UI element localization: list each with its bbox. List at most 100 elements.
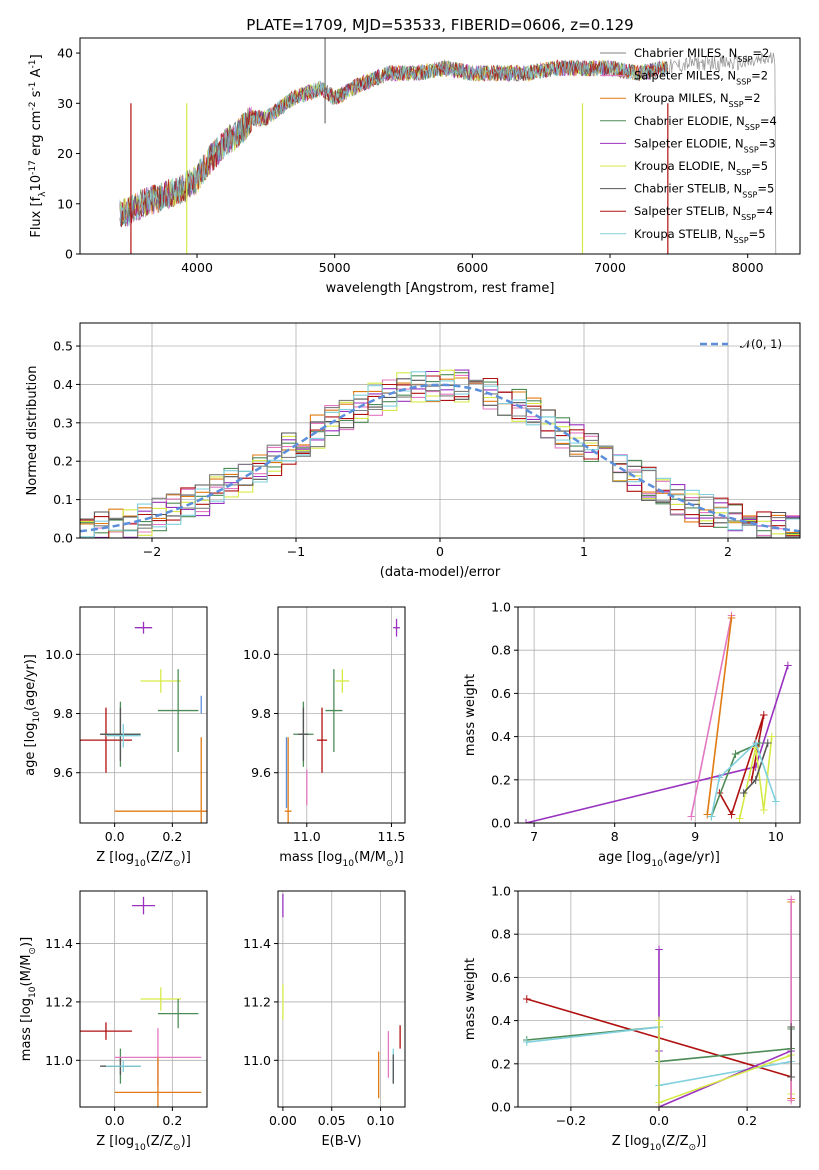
weight-marker: + [767,730,777,744]
x-tick-label: 0.10 [367,1113,395,1128]
weight-marker: + [706,810,716,824]
legend-label: Salpeter STELIB, NSSP=4 [634,204,773,222]
legend-label: 𝒩(0, 1) [740,337,782,351]
series-line [119,59,668,227]
plot-area [80,369,800,538]
legend-label: Chabrier MILES, NSSP=2 [634,46,769,64]
weight-marker: + [759,708,769,722]
y-axis-label: mass weight [463,674,478,756]
y-tick-label: 11.4 [45,936,73,951]
weight-marker: + [726,611,736,625]
legend-label: Chabrier STELIB, NSSP=5 [634,182,774,200]
weight-marker: + [739,786,749,800]
y-tick-label: 0.4 [491,729,511,744]
legend-label: Kroupa STELIB, NSSP=5 [634,227,766,245]
y-axis-label: Flux [fλ10-17 erg cm-2 s-1 A-1] [28,54,48,237]
axes-frame [277,606,406,824]
y-tick-label: 0.4 [53,377,73,392]
y-tick-label: 10.0 [45,647,73,662]
x-tick-label: 0.0 [105,829,125,844]
x-tick-label: 11.5 [378,829,406,844]
y-tick-label: 40 [57,46,73,61]
series-line [119,59,668,227]
y-tick-label: 0.2 [53,454,73,469]
y-axis-label: mass [log10(M/M⊙)] [19,937,38,1061]
weight-marker: + [755,736,765,750]
series-line [119,60,668,226]
y-tick-label: 0.0 [491,1100,511,1115]
weight-marker: + [759,803,769,817]
axes-ebv-mass: 0.00 0.05 0.10 11.0 11.2 11.4 E(B-V) [243,890,406,1149]
axes-frame [79,606,208,824]
weight-marker: + [654,1014,664,1028]
x-axis-label: E(B-V) [321,1134,361,1149]
series-line [119,59,668,227]
weight-marker: + [726,807,736,821]
x-tick-label: 0.0 [105,1113,125,1128]
y-tick-label: 0.6 [491,686,511,701]
weight-marker: + [522,992,532,1006]
y-tick-label: 0.6 [491,970,511,985]
x-tick-label: 7 [530,829,538,844]
axes-frame [79,322,801,539]
y-tick-label: 0.2 [491,772,511,787]
y-tick-label: 9.8 [53,706,73,721]
weight-marker: + [654,1096,664,1110]
x-tick-label: 8 [611,829,619,844]
axes-frame [277,890,406,1108]
weight-marker: + [786,1070,796,1084]
y-tick-label: 0.3 [53,415,73,430]
x-tick-label: 8000 [732,260,764,275]
y-tick-label: 11.2 [45,994,73,1009]
weight-line [738,736,773,819]
weight-marker: + [751,760,761,774]
x-tick-label: 0.0 [649,1113,669,1128]
axes-z-age: 0.0 0.2 9.6 9.8 10.0 Z [log10(Z/Z⊙)] age [log1… [23,606,208,869]
y-tick-label: 11.0 [45,1053,73,1068]
weight-marker: + [771,794,781,808]
y-tick-label: 10.0 [243,647,271,662]
axes-frame [79,37,801,255]
x-axis-label: (data-model)/error [380,565,501,580]
gaussian-curve [80,383,800,533]
y-tick-label: 1.0 [491,884,511,899]
weight-marker: + [751,773,761,787]
plot-area [119,38,778,254]
x-tick-label: 0.00 [269,1113,297,1128]
y-tick-label: 0.1 [53,492,73,507]
x-axis-label: Z [log10(Z/Z⊙)] [96,850,191,869]
plot-area [80,896,202,1107]
axes-frame [517,606,801,824]
weight-marker: + [747,773,757,787]
y-tick-label: 30 [57,96,73,111]
weight-line [710,741,777,817]
y-tick-label: 20 [57,146,73,161]
x-axis-label: Z [log10(Z/Z⊙)] [612,1134,707,1153]
histogram-series [80,371,800,538]
weight-line [658,1020,792,1104]
weight-line [525,665,789,823]
axes-spectrum: 4000 5000 6000 7000 8000 0 10 20 30 40 wavelength … [28,16,801,296]
x-tick-label: 1 [580,544,588,559]
x-tick-label: 6000 [456,260,488,275]
x-tick-label: 7000 [594,260,626,275]
y-axis-label: Normed distribution [25,366,40,496]
y-tick-label: 11.0 [243,1053,271,1068]
weight-line [658,949,792,1107]
x-tick-label: −1 [287,544,305,559]
axes-z-mass: 0.0 0.2 11.0 11.2 11.4 Z [log10(Z/Z⊙)] mass [l… [19,890,208,1153]
y-tick-label: 0.0 [53,531,73,546]
weight-line [706,617,733,815]
y-tick-label: 1.0 [491,600,511,615]
axes-age-weight: 7 8 9 10 0.0 0.2 0.4 0.6 0.8 1.0 age [log10(age/yr… [463,600,801,869]
x-axis-label: wavelength [Angstrom, rest frame] [326,281,555,296]
x-tick-label: 2 [724,544,732,559]
axes-z-weight: −0.2 0.0 0.2 0.0 0.2 0.4 0.6 0.8 1.0 Z [log10(Z/Z… [463,884,801,1153]
series-line [119,59,668,227]
y-axis-label: mass weight [463,958,478,1040]
series-line [119,59,668,226]
y-tick-label: 11.2 [243,994,271,1009]
x-tick-label: 10 [768,829,784,844]
y-tick-label: 9.8 [251,706,271,721]
y-tick-label: 0.0 [491,816,511,831]
